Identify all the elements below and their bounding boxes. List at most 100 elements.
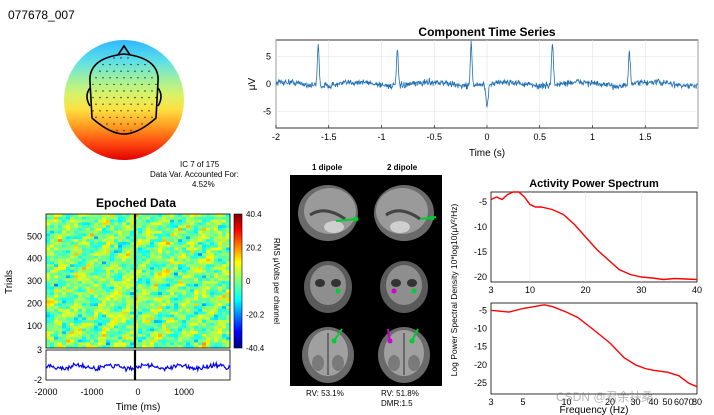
heatmap-cell (110, 267, 115, 271)
heatmap-cell (186, 267, 191, 271)
heatmap-cell (106, 320, 111, 324)
heatmap-cell (162, 258, 167, 262)
heatmap-cell (182, 230, 187, 234)
heatmap-cell (178, 311, 183, 315)
heatmap-cell (118, 261, 123, 265)
heatmap-cell (94, 233, 99, 237)
heatmap-cell (94, 336, 99, 340)
heatmap-cell (178, 286, 183, 290)
heatmap-cell (130, 283, 135, 287)
heatmap-cell (118, 227, 123, 232)
heatmap-cell (186, 300, 191, 304)
heatmap-cell (134, 239, 139, 243)
heatmap-cell (58, 278, 63, 282)
heatmap-cell (222, 308, 227, 313)
heatmap-cell (70, 227, 75, 232)
heatmap-cell (190, 239, 195, 243)
heatmap-cell (130, 311, 135, 315)
heatmap-cell (154, 261, 159, 265)
spectrum-top-y-ticks: -5-10-15-20 (474, 197, 487, 282)
heatmap-cell (70, 239, 75, 243)
heatmap-cell (202, 219, 207, 223)
heatmap-cell (226, 267, 231, 271)
heatmap-cell (114, 345, 119, 349)
heatmap-cell (162, 311, 167, 315)
heatmap-cell (190, 250, 195, 254)
heatmap-cell (78, 230, 83, 234)
heatmap-cell (182, 216, 187, 220)
heatmap-cell (98, 225, 103, 229)
heatmap-cell (114, 255, 119, 259)
heatmap-cell (46, 222, 51, 226)
heatmap-cell (142, 292, 147, 296)
heatmap-cell (78, 275, 83, 279)
heatmap-cell (106, 253, 111, 257)
heatmap-cell (66, 258, 71, 262)
heatmap-cell (202, 322, 207, 326)
heatmap-cell (210, 300, 215, 304)
heatmap-cell (138, 308, 143, 313)
heatmap-cell (66, 230, 71, 234)
heatmap-cell (190, 269, 195, 273)
heatmap-cell (214, 339, 219, 343)
heatmap-cell (110, 239, 115, 243)
heatmap-cell (130, 322, 135, 326)
erp-y-tick-label: -2 (34, 375, 42, 385)
heatmap-cell (226, 247, 231, 251)
heatmap-cell (58, 311, 63, 315)
electrode-dot (123, 129, 125, 132)
heatmap-cell (62, 244, 67, 248)
heatmap-cell (138, 292, 143, 296)
heatmap-cell (142, 294, 147, 299)
heatmap-cell (86, 239, 91, 243)
heatmap-cell (102, 216, 107, 220)
heatmap-cell (54, 334, 59, 338)
heatmap-cell (74, 225, 79, 229)
heatmap-cell (74, 267, 79, 271)
heatmap-cell (58, 308, 63, 313)
heatmap-cell (58, 241, 63, 246)
heatmap-cell (154, 322, 159, 326)
heatmap-cell (46, 311, 51, 315)
heatmap-cell (142, 339, 147, 343)
heatmap-cell (158, 222, 163, 226)
heatmap-cell (126, 345, 131, 349)
heatmap-cell (190, 272, 195, 276)
heatmap-cell (226, 342, 231, 346)
heatmap-cell (94, 239, 99, 243)
heatmap-cell (162, 300, 167, 304)
heatmap-cell (78, 264, 83, 268)
heatmap-cell (134, 300, 139, 304)
heatmap-cell (82, 236, 87, 240)
heatmap-cell (146, 336, 151, 340)
heatmap-cell (102, 342, 107, 346)
electrode-dot (109, 63, 111, 66)
heatmap-cell (210, 255, 215, 259)
heatmap-cell (218, 247, 223, 251)
heatmap-cell (134, 219, 139, 223)
heatmap-cell (86, 320, 91, 324)
heatmap-cell (46, 308, 51, 313)
heatmap-cell (162, 339, 167, 343)
heatmap-cell (114, 261, 119, 265)
heatmap-cell (114, 269, 119, 273)
power-spectrum-panel: Activity Power Spectrum -5-10-15-20 3 10 2… (449, 178, 702, 415)
heatmap-cell (186, 292, 191, 296)
heatmap-cell (74, 320, 79, 324)
heatmap-cell (202, 331, 207, 335)
heatmap-cell (118, 269, 123, 273)
heatmap-cell (46, 317, 51, 321)
heatmap-cell (90, 331, 95, 335)
heatmap-cell (70, 331, 75, 335)
heatmap-cell (62, 225, 67, 229)
x-tick-label: 30 (630, 397, 640, 407)
heatmap-cell (222, 253, 227, 257)
heatmap-cell (86, 300, 91, 304)
heatmap-cell (170, 345, 175, 349)
heatmap-cell (214, 306, 219, 310)
heatmap-cell (90, 272, 95, 276)
heatmap-cell (78, 236, 83, 240)
heatmap-cell (214, 297, 219, 301)
heatmap-cell (66, 267, 71, 271)
heatmap-cell (86, 281, 91, 285)
